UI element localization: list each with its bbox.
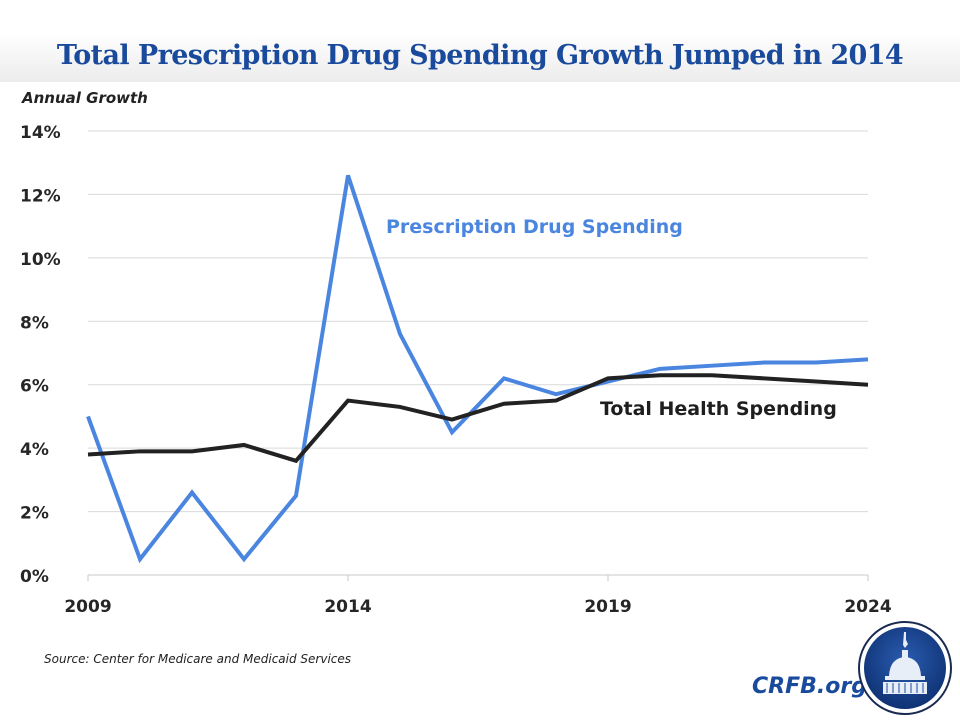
source-note: Source: Center for Medicare and Medicaid… [44,652,352,666]
x-tick-label: 2024 [844,597,891,617]
crfb-link[interactable]: CRFB.org [752,674,867,699]
y-tick-label: 0% [20,567,49,587]
capitol-dome-seal-icon [858,621,952,715]
y-axis-label: Annual Growth [22,89,148,107]
series-label: Prescription Drug Spending [386,216,683,238]
chart-title: Total Prescription Drug Spending Growth … [56,40,904,71]
y-tick-label: 12% [20,186,61,206]
title-band [0,0,960,82]
x-tick-label: 2014 [324,597,371,617]
y-tick-label: 4% [20,440,49,460]
x-tick-label: 2009 [64,597,111,617]
y-tick-label: 8% [20,313,49,333]
y-tick-label: 2% [20,504,49,524]
series-line-prescription-drug [86,174,869,564]
y-tick-label: 6% [20,377,49,397]
y-tick-label: 14% [20,123,61,143]
x-tick-label: 2019 [584,597,631,617]
series-label: Total Health Spending [600,398,837,420]
series-line-total-health [87,373,869,464]
y-tick-label: 10% [20,250,61,270]
